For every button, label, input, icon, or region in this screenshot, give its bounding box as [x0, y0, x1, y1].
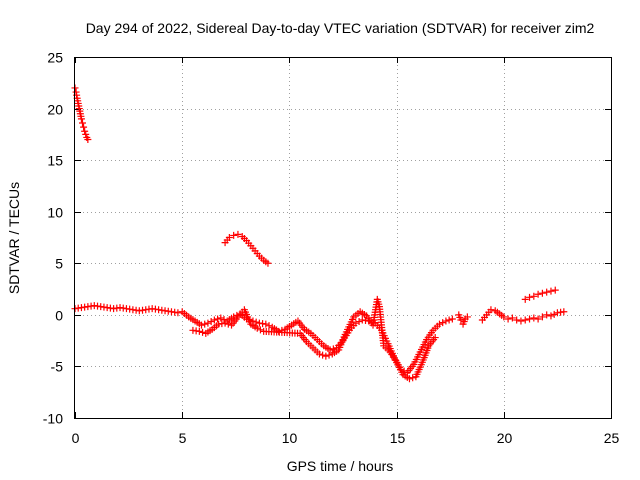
data-point [325, 351, 333, 359]
data-point [550, 310, 558, 318]
y-tick-label: -5 [51, 359, 64, 375]
data-point [463, 313, 471, 321]
data-point [256, 326, 264, 334]
data-point [526, 293, 534, 301]
y-tick-label: 0 [55, 308, 63, 324]
data-point [442, 317, 450, 325]
data-point [355, 318, 363, 326]
data-point [439, 319, 447, 327]
data-point [265, 322, 273, 330]
series-arc-late-high [521, 286, 559, 303]
data-point [252, 318, 260, 326]
y-axis-label: SDTVAR / TECUs [6, 182, 22, 294]
data-point [262, 320, 270, 328]
series-arc-mid [221, 230, 272, 267]
data-point [435, 320, 443, 328]
data-point [534, 315, 542, 323]
data-point [352, 319, 360, 327]
data-point [530, 292, 538, 300]
data-point [319, 351, 327, 359]
x-tick-label: 15 [390, 430, 406, 446]
series-arc-main [71, 302, 456, 377]
data-point [448, 315, 456, 323]
data-point [326, 346, 334, 354]
data-point [445, 316, 453, 324]
data-point [504, 315, 512, 323]
data-point [521, 295, 529, 303]
data-point [201, 320, 209, 328]
series-arc-short [455, 311, 471, 328]
data-point [547, 312, 555, 320]
data-point [264, 259, 272, 267]
data-point [221, 319, 229, 327]
data-point [253, 324, 261, 332]
series-arc-late [478, 306, 568, 325]
data-point [210, 316, 218, 324]
y-tick-label: 10 [47, 205, 63, 221]
y-tick-label: 25 [47, 50, 63, 66]
data-point [79, 119, 87, 127]
data-point [197, 321, 205, 329]
data-point [214, 315, 222, 323]
data-point [543, 288, 551, 296]
data-point [84, 136, 92, 144]
data-point [560, 308, 568, 316]
x-tick-label: 25 [604, 430, 620, 446]
data-point [538, 289, 546, 297]
y-tick-label: 20 [47, 102, 63, 118]
data-point [322, 352, 330, 360]
grid [75, 57, 611, 418]
axis-ticks: 0 5 10 15 20 25 -10 -5 0 5 10 15 20 25 [43, 50, 620, 447]
data-point [534, 290, 542, 298]
y-tick-label: -10 [43, 411, 63, 427]
data-point [217, 314, 225, 322]
data-point [543, 311, 551, 319]
x-axis-label: GPS time / hours [287, 458, 394, 474]
y-tick-label: 15 [47, 153, 63, 169]
data-point [230, 231, 238, 239]
data-point [431, 334, 439, 342]
data-point [204, 319, 212, 327]
data-point [513, 316, 521, 324]
data-point [500, 313, 508, 321]
data-point [82, 130, 90, 138]
data-point [405, 375, 413, 383]
y-tick-label: 5 [55, 256, 63, 272]
data-point [508, 314, 516, 322]
data-point [315, 350, 323, 358]
data-point [174, 309, 182, 317]
x-tick-label: 20 [497, 430, 513, 446]
x-tick-label: 5 [179, 430, 187, 446]
data-point [409, 374, 417, 382]
plot-frame [74, 57, 612, 419]
data-point [538, 313, 546, 321]
data-point [224, 320, 232, 328]
series-arc-high [71, 84, 92, 144]
data-points [71, 84, 568, 383]
series-arc-main-spread [189, 295, 439, 383]
x-tick-label: 0 [72, 430, 80, 446]
data-point [526, 315, 534, 323]
data-point [195, 327, 203, 335]
data-point [521, 316, 529, 324]
data-point [80, 123, 88, 131]
x-tick-label: 10 [282, 430, 298, 446]
data-point [225, 234, 233, 241]
chart-title: Day 294 of 2022, Sidereal Day-to-day VTE… [86, 20, 595, 36]
data-point [517, 317, 525, 325]
data-point [457, 316, 465, 324]
data-point [547, 287, 555, 295]
data-point [81, 127, 89, 135]
data-point [207, 318, 215, 326]
data-point [77, 115, 85, 123]
data-point [234, 230, 242, 238]
data-point [487, 306, 495, 314]
data-point [530, 314, 538, 322]
data-point [551, 286, 559, 294]
